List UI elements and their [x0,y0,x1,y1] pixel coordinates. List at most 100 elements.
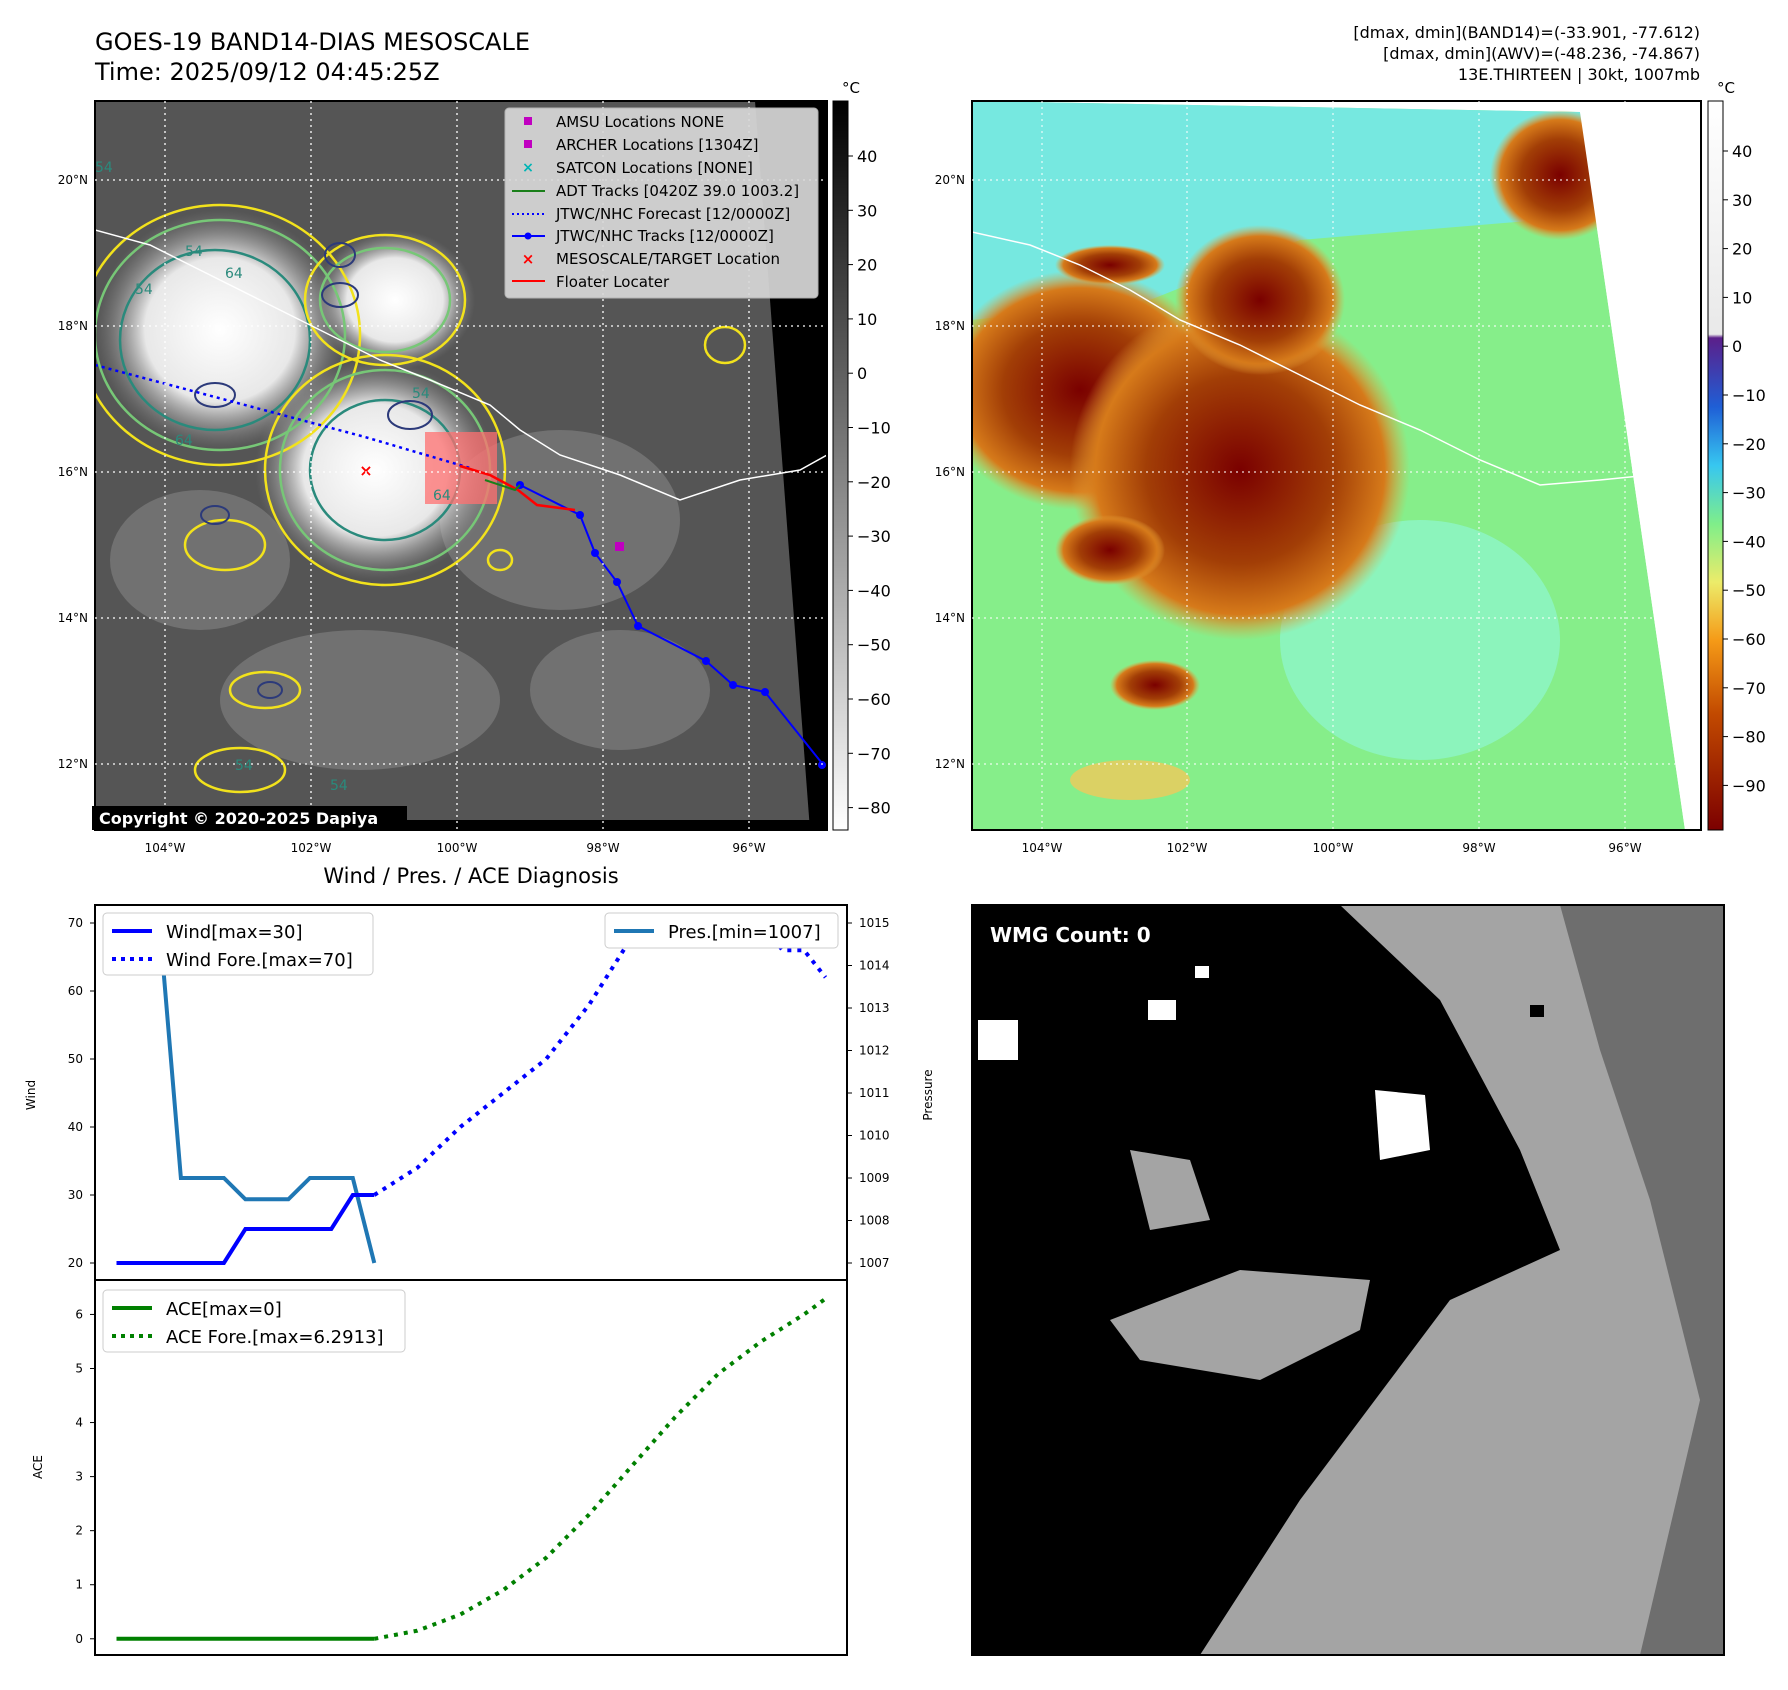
stats-line3: 13E.THIRTEEN | 30kt, 1007mb [1458,65,1700,84]
pressure-axis-tick-label: 1007 [859,1256,890,1270]
ace-chart: 0 1 2 3 4 5 6 ACE ACE[max=0] ACE Fore.[max=6.2… [31,1279,848,1656]
awv-lat-tick: 18°N [935,319,965,333]
ir-lat-tick: 18°N [58,319,88,333]
ir-colorbar-tick-label: 0 [857,364,867,383]
contour-label: 64 [175,433,193,449]
pressure-axis-tick-label: 1010 [859,1129,890,1143]
ir-legend: AMSU Locations NONE ARCHER Locations [13… [504,107,819,299]
wind-forecast-series-line [373,921,828,1197]
target-marker: × [359,461,372,480]
wind-pressure-chart: 20 30 40 50 60 70 1007 1008 1009 1010 1011 1012 101… [24,904,935,1281]
legend-label-ace-fore: ACE Fore.[max=6.2913] [166,1327,384,1348]
legend-label-pres: Pres.[min=1007] [668,922,821,943]
awv-colorbar-tick-label: 40 [1732,142,1752,161]
legend-label: ADT Tracks [0420Z 39.0 1003.2] [556,182,799,200]
awv-colorbar-tick-label: −60 [1732,630,1766,649]
ace-axis-tick-label: 4 [75,1416,83,1430]
legend-label: JTWC/NHC Tracks [12/0000Z] [555,227,774,245]
legend-label-wind: Wind[max=30] [166,922,303,943]
contour-label: 64 [225,266,243,282]
ace-axis-tick-label: 3 [75,1470,83,1484]
legend-label-wind-fore: Wind Fore.[max=70] [166,950,353,971]
legend-marker-target: × [522,250,535,268]
awv-colorbar-tick-label: −90 [1732,776,1766,795]
ir-colorbar-tick-label: −70 [857,744,891,763]
wind-axis-tick-label: 60 [68,984,83,998]
ir-colorbar-unit: °C [842,79,860,97]
ace-axis-tick-label: 5 [75,1361,83,1375]
wmg-count-label: WMG Count: 0 [990,923,1151,947]
ir-lon-tick: 102°W [291,841,332,855]
coastline-awv [972,231,1651,486]
awv-lon-tick: 98°W [1462,841,1495,855]
awv-lon-tick: 96°W [1608,841,1641,855]
pressure-axis-tick-label: 1009 [859,1171,890,1185]
ir-lon-tick: 98°W [586,841,619,855]
awv-colorbar-tick-label: −40 [1732,532,1766,551]
awv-colorbar: °C 40 30 20 10 0 −10 −20 −30 −40 −50 −60 −70 −80 −90 [1707,79,1766,831]
ir-lon-tick: 100°W [437,841,478,855]
contour-label: 64 [433,488,451,504]
ir-colorbar-tick-label: −80 [857,799,891,818]
contour-label: 54 [185,244,203,260]
pressure-axis-tick-label: 1015 [859,916,890,930]
legend-label: JTWC/NHC Forecast [12/0000Z] [555,205,790,223]
ace-axis-tick-label: 2 [75,1524,83,1538]
wind-axis-tick-label: 70 [68,916,83,930]
awv-colorbar-unit: °C [1717,79,1735,97]
stats-line2: [dmax, dmin](AWV)=(-48.236, -74.867) [1383,44,1700,63]
awv-colorbar-tick-label: −80 [1732,728,1766,747]
legend-label: MESOSCALE/TARGET Location [556,250,780,268]
awv-lon-tick: 100°W [1313,841,1354,855]
ace-legend: ACE[max=0] ACE Fore.[max=6.2913] [102,1289,406,1353]
contour-label: 54 [135,282,153,298]
ir-colorbar-tick-label: −60 [857,690,891,709]
pressure-legend: Pres.[min=1007] [604,912,839,949]
ir-colorbar: °C 40 30 20 10 0 −10 −20 −30 −40 −50 −60 −70 −80 [832,79,891,831]
ir-lat-tick: 14°N [58,611,88,625]
awv-colorbar-tick-label: 30 [1732,191,1752,210]
awv-map-panel: 104°W 102°W 100°W 98°W 96°W 20°N 18°N 16… [935,100,1702,855]
awv-colorbar-tick-label: 20 [1732,240,1752,259]
floater-box [425,432,497,504]
ir-lat-tick: 20°N [58,173,88,187]
pressure-axis-tick-label: 1013 [859,1001,890,1015]
awv-lat-tick: 16°N [935,465,965,479]
ace-forecast-series-line [373,1297,827,1641]
contour-label: 54 [330,778,348,794]
ir-colorbar-tick-label: 10 [857,310,877,329]
diag-title: Wind / Pres. / ACE Diagnosis [323,864,618,888]
ir-colorbar-tick-label: 30 [857,201,877,220]
ir-colorbar-tick-label: 40 [857,147,877,166]
awv-colorbar-tick-label: 10 [1732,288,1752,307]
wind-ylabel: Wind [24,1080,38,1110]
awv-lon-tick: 104°W [1022,841,1063,855]
ir-colorbar-tick-label: −20 [857,473,891,492]
legend-label: AMSU Locations NONE [556,113,724,131]
ace-axis-tick-label: 1 [75,1578,83,1592]
ir-title-line2: Time: 2025/09/12 04:45:25Z [94,58,440,86]
ir-colorbar-tick-label: −30 [857,527,891,546]
awv-lon-tick: 102°W [1167,841,1208,855]
pressure-axis-tick-label: 1014 [859,959,890,973]
ir-lat-tick: 12°N [58,757,88,771]
ace-axis-tick-label: 0 [75,1632,83,1646]
wind-axis-tick-label: 50 [68,1052,83,1066]
legend-label-ace: ACE[max=0] [166,1299,282,1320]
pressure-axis-tick-label: 1011 [859,1086,890,1100]
stats-line1: [dmax, dmin](BAND14)=(-33.901, -77.612) [1353,23,1700,42]
awv-colorbar-tick-label: −10 [1732,386,1766,405]
ace-ylabel: ACE [31,1455,45,1479]
contour-label: 54 [235,758,253,774]
awv-colorbar-tick-label: −30 [1732,484,1766,503]
wind-axis-tick-label: 40 [68,1120,83,1134]
ir-colorbar-tick-label: −40 [857,581,891,600]
awv-lat-tick: 12°N [935,757,965,771]
ir-colorbar-tick-label: 20 [857,256,877,275]
copyright-label: Copyright © 2020-2025 Dapiya [99,809,378,828]
legend-marker-archer [524,140,532,148]
ir-lat-tick: 16°N [58,465,88,479]
ir-lon-tick: 96°W [732,841,765,855]
ir-title-line1: GOES-19 BAND14-DIAS MESOSCALE [95,28,530,56]
